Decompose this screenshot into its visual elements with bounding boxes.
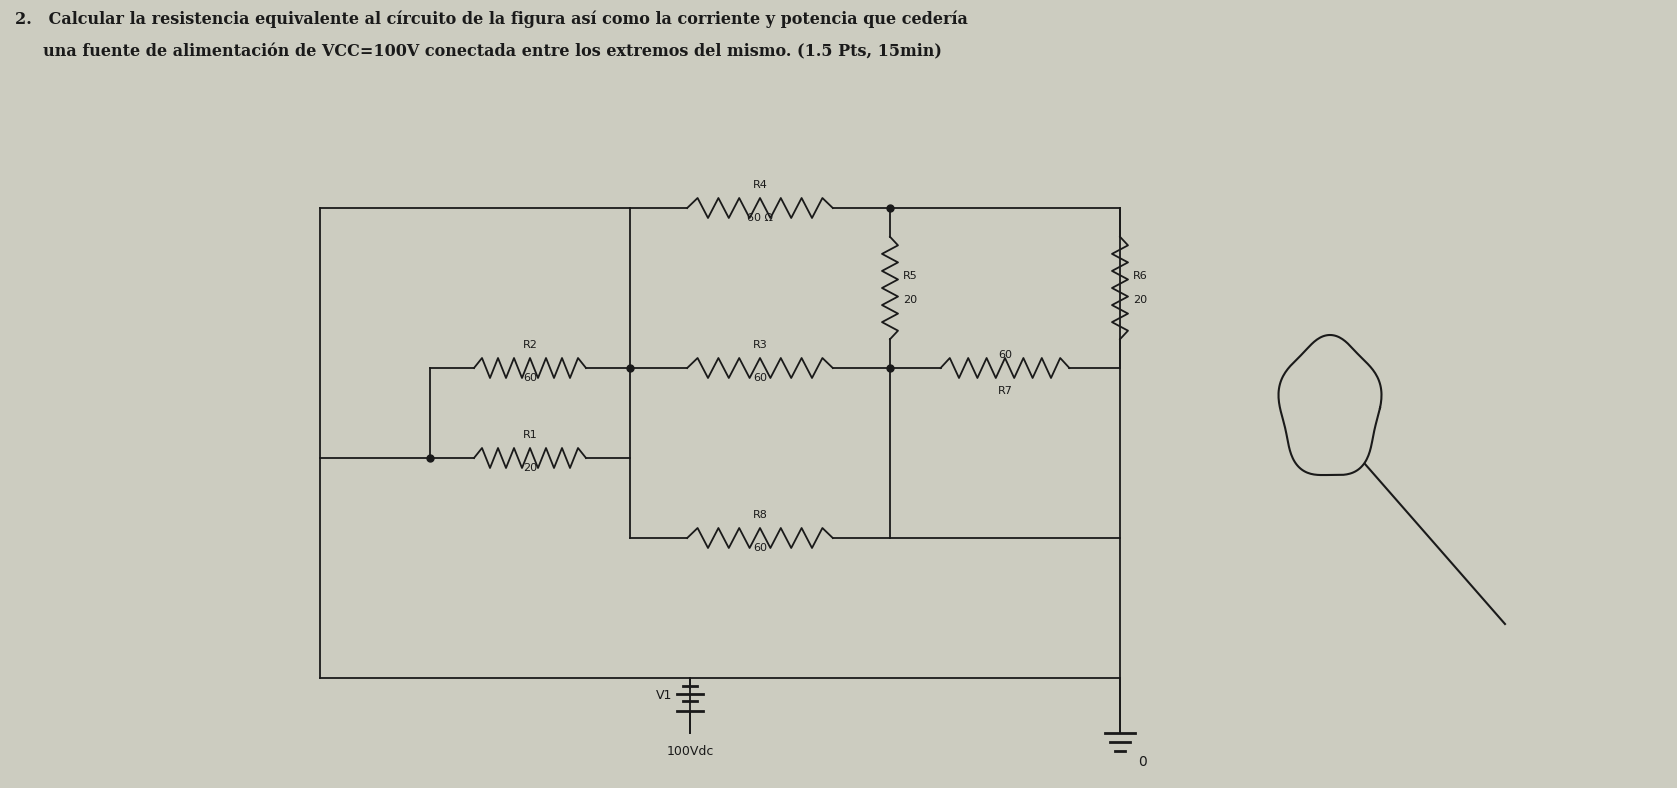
Text: 2.   Calcular la resistencia equivalente al círcuito de la figura así como la co: 2. Calcular la resistencia equivalente a… xyxy=(15,10,968,28)
Text: R4: R4 xyxy=(753,180,768,190)
Text: 60: 60 xyxy=(753,543,766,553)
Text: V1: V1 xyxy=(656,689,672,702)
Text: 20: 20 xyxy=(523,463,537,473)
Text: 60: 60 xyxy=(998,350,1011,360)
Text: R7: R7 xyxy=(998,386,1013,396)
Text: R8: R8 xyxy=(753,510,768,520)
Text: R2: R2 xyxy=(523,340,537,350)
Text: R1: R1 xyxy=(523,430,537,440)
Text: 60 Ω: 60 Ω xyxy=(746,213,773,223)
Text: 0: 0 xyxy=(1139,755,1147,769)
Text: R5: R5 xyxy=(902,271,917,281)
Text: 20: 20 xyxy=(1134,295,1147,305)
Text: 60: 60 xyxy=(753,373,766,383)
Text: 60: 60 xyxy=(523,373,537,383)
Text: una fuente de alimentación de VCC=100V conectada entre los extremos del mismo. (: una fuente de alimentación de VCC=100V c… xyxy=(15,43,942,60)
Text: 20: 20 xyxy=(902,295,917,305)
Text: R6: R6 xyxy=(1134,271,1147,281)
Text: 100Vdc: 100Vdc xyxy=(666,745,714,758)
Text: R3: R3 xyxy=(753,340,768,350)
